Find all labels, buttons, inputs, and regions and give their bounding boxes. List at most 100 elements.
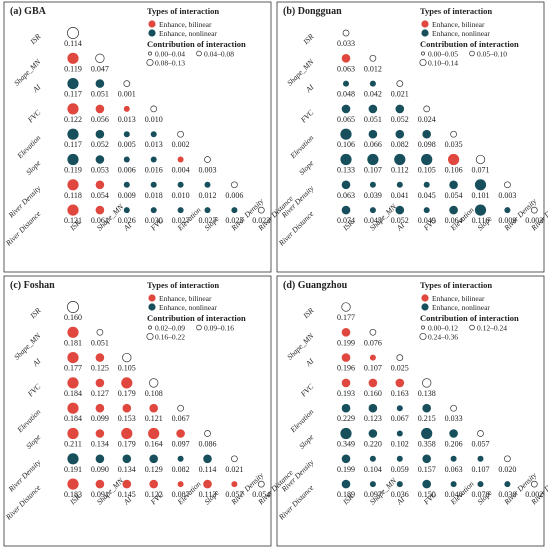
legend-bilinear-marker — [421, 294, 429, 302]
interaction-bubble — [96, 328, 104, 336]
interaction-bubble — [423, 181, 430, 188]
value-label: 0.026 — [118, 216, 136, 225]
interaction-bubble — [149, 403, 158, 413]
value-label: 0.090 — [91, 465, 109, 474]
panel-title: (a) GBA — [10, 6, 47, 17]
row-label: Shape_MN — [12, 57, 43, 88]
value-label: 0.047 — [91, 64, 109, 73]
interaction-bubble — [449, 180, 458, 190]
value-label: 0.051 — [91, 90, 109, 99]
value-label: 0.002 — [172, 140, 190, 149]
value-label: 0.064 — [445, 216, 463, 225]
interaction-bubble — [177, 404, 184, 412]
interaction-bubble — [450, 404, 457, 412]
interaction-bubble — [422, 378, 432, 388]
interaction-bubble — [341, 328, 351, 337]
value-label: 0.040 — [445, 490, 463, 499]
interaction-bubble — [341, 378, 351, 388]
legend-size-marker — [196, 324, 202, 331]
interaction-bubble — [95, 429, 105, 438]
value-label: 0.206 — [445, 440, 463, 449]
interaction-bubble — [95, 205, 105, 215]
value-label: 0.067 — [172, 414, 190, 423]
value-label: 0.025 — [225, 216, 243, 225]
value-label: 0.010 — [172, 191, 190, 200]
interaction-bubble — [474, 204, 487, 216]
legend-size-marker — [469, 324, 475, 331]
value-label: 0.181 — [64, 338, 82, 347]
legend-size-marker — [421, 51, 425, 56]
value-label: 0.082 — [391, 140, 409, 149]
interaction-bubble — [396, 430, 403, 437]
legend-types-title: Types of interaction — [147, 280, 219, 290]
interaction-bubble — [341, 302, 351, 312]
interaction-bubble — [343, 80, 349, 87]
row-label: Slope — [24, 158, 43, 177]
interaction-bubble — [121, 427, 133, 440]
interaction-bubble — [177, 481, 184, 488]
interaction-bubble — [449, 205, 458, 215]
value-label: 0.052 — [91, 140, 109, 149]
interaction-bubble — [368, 129, 378, 139]
interaction-bubble — [530, 206, 538, 214]
row-label: AI — [303, 82, 315, 94]
interaction-bubble — [369, 455, 376, 462]
interaction-bubble — [341, 454, 351, 464]
value-label: 0.063 — [337, 64, 355, 73]
value-label: 0.101 — [472, 191, 490, 200]
legend-contrib-title: Contribution of interaction — [147, 313, 246, 323]
interaction-bubble — [396, 481, 403, 488]
row-label: FVC — [25, 107, 43, 125]
value-label: 0.027 — [199, 216, 217, 225]
interaction-bubble — [149, 454, 158, 464]
interaction-bubble — [123, 181, 130, 188]
interaction-bubble — [341, 54, 351, 63]
value-label: 0.021 — [391, 90, 409, 99]
interaction-bubble — [177, 156, 184, 163]
interaction-bubble — [421, 427, 433, 440]
legend-bilinear-label: Enhance, bilinear — [159, 294, 212, 303]
value-label: 0.010 — [145, 115, 163, 124]
interaction-bubble — [177, 455, 184, 462]
legend-size-marker — [148, 325, 152, 330]
interaction-bubble — [204, 430, 211, 437]
value-label: 0.053 — [91, 166, 109, 175]
value-label: 0.003 — [525, 216, 543, 225]
value-label: 0.066 — [364, 140, 382, 149]
value-label: 0.063 — [337, 191, 355, 200]
value-label: 0.160 — [364, 389, 382, 398]
legend-bilinear-marker — [421, 20, 429, 28]
value-label: 0.056 — [91, 115, 109, 124]
interaction-bubble — [67, 478, 79, 490]
value-label: 0.061 — [91, 216, 109, 225]
interaction-bubble — [395, 205, 405, 215]
value-label: 0.042 — [364, 90, 382, 99]
value-label: 0.129 — [145, 465, 163, 474]
interaction-bubble — [67, 204, 79, 216]
row-label: Elevation — [288, 407, 316, 435]
interaction-bubble — [422, 479, 431, 489]
interaction-bubble — [95, 479, 105, 489]
interaction-bubble — [67, 427, 79, 440]
interaction-bubble — [177, 130, 184, 138]
value-label: 0.119 — [64, 166, 82, 175]
interaction-bubble — [369, 54, 377, 62]
value-label: 0.078 — [472, 490, 490, 499]
interaction-bubble — [369, 80, 376, 87]
interaction-bubble — [341, 403, 351, 413]
value-label: 0.003 — [498, 191, 516, 200]
value-label: 0.177 — [64, 364, 82, 373]
interaction-bubble — [396, 455, 403, 462]
panel-title: (c) Foshan — [10, 280, 55, 291]
interaction-bubble — [67, 402, 79, 414]
value-label: 0.104 — [364, 465, 382, 474]
value-label: 0.133 — [337, 166, 355, 175]
value-label: 0.179 — [118, 389, 136, 398]
value-label: 0.027 — [172, 216, 190, 225]
legend-nonlinear-marker — [421, 303, 429, 311]
interaction-bubble — [530, 480, 538, 488]
value-label: 0.006 — [118, 166, 136, 175]
row-label: Slope — [24, 432, 43, 451]
legend-size-label: 0.16–0.22 — [155, 333, 185, 342]
value-label: 0.163 — [391, 389, 409, 398]
